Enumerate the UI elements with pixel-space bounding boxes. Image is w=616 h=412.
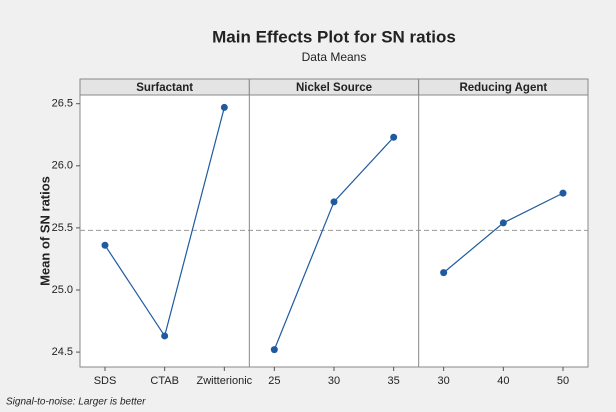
x-tick-label: 35 [388, 375, 400, 387]
point [270, 346, 278, 354]
point [499, 219, 507, 227]
point [390, 133, 398, 141]
panel-title: Surfactant [136, 82, 193, 94]
point [101, 241, 109, 249]
x-tick-label: Zwitterionic [197, 375, 253, 387]
x-tick-label: 30 [438, 375, 450, 387]
x-tick-label: CTAB [150, 375, 179, 387]
x-tick-label: 40 [497, 375, 509, 387]
plot-area [79, 94, 589, 368]
panel-title: Reducing Agent [459, 82, 547, 94]
point [440, 269, 448, 277]
chart-title: Main Effects Plot for SN ratios [212, 27, 456, 46]
chart-subtitle: Data Means [302, 50, 367, 64]
y-tick-label: 26.0 [52, 160, 73, 172]
x-tick-label: SDS [94, 375, 117, 387]
point [161, 332, 169, 340]
y-tick-label: 25.5 [52, 222, 73, 234]
point [330, 198, 338, 206]
x-tick-label: 50 [557, 375, 569, 387]
footnote: Signal-to-noise: Larger is better [6, 397, 146, 408]
point [220, 103, 228, 111]
x-tick-label: 25 [268, 375, 280, 387]
x-tick-label: 30 [328, 375, 340, 387]
y-tick-label: 25.0 [52, 284, 73, 296]
point [559, 189, 567, 197]
y-tick-label: 26.5 [52, 98, 73, 110]
panel-title: Nickel Source [296, 82, 372, 94]
y-axis-label: Mean of SN ratios [37, 176, 52, 286]
y-tick-label: 24.5 [52, 346, 73, 358]
panel-header [418, 78, 589, 96]
